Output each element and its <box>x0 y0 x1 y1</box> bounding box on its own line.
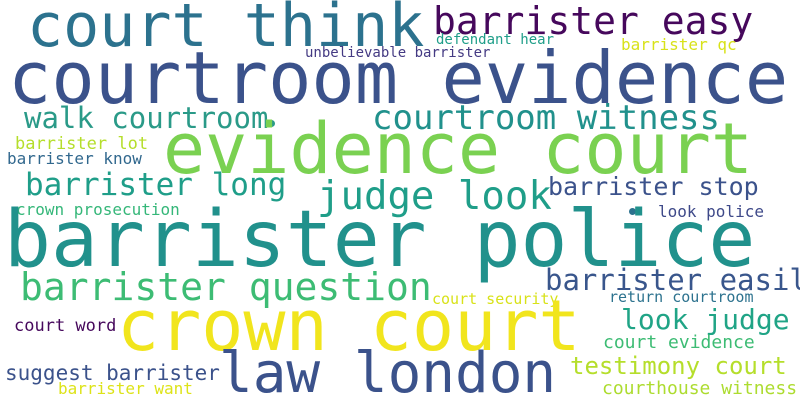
word-law-london: law london <box>219 341 557 400</box>
word-barrister-know: barrister know <box>7 149 142 168</box>
word-barrister-stop: barrister stop <box>548 172 759 201</box>
word-barrister-qc: barrister qc <box>621 35 737 54</box>
word-barrister-easily: barrister easily <box>545 263 800 297</box>
word-courthouse-witness: courthouse witness <box>602 378 798 399</box>
word-crown-court: crown court <box>117 285 581 367</box>
word-courtroom-witness: courtroom witness <box>372 98 720 138</box>
word-barrister-easy: barrister easy <box>433 0 754 43</box>
word-court-word: court word <box>14 316 117 336</box>
word-look-judge: look judge <box>621 303 790 336</box>
word-separator-dot <box>268 120 275 127</box>
word-barrister-want: barrister want <box>58 379 193 398</box>
word-barrister-lot: barrister lot <box>15 134 149 154</box>
word-barrister-police: barrister police <box>4 195 756 285</box>
word-courtroom-evidence: courtroom evidence <box>8 36 789 120</box>
word-separator-dot <box>629 208 636 215</box>
word-judge-look: judge look <box>317 174 552 219</box>
word-return-courtroom: return courtroom <box>609 288 754 306</box>
word-testimony-court: testimony court <box>570 352 787 380</box>
word-court-think: court think <box>27 0 425 61</box>
word-evidence-court: evidence court <box>163 108 754 190</box>
word-unbelievable-barrister: unbelievable barrister <box>305 45 491 61</box>
word-barrister-question: barrister question <box>20 265 432 309</box>
word-defendant-hear: defendant hear <box>436 32 555 48</box>
word-walk-courtroom: walk courtroom <box>24 101 269 135</box>
word-court-security: court security <box>432 290 559 308</box>
word-suggest-barrister: suggest barrister <box>5 361 220 385</box>
word-court-evidence: court evidence <box>603 332 755 353</box>
word-crown-prosecution: crown prosecution <box>16 200 180 219</box>
word-look-police: look police <box>658 202 764 221</box>
word-barrister-long: barrister long <box>25 167 287 203</box>
